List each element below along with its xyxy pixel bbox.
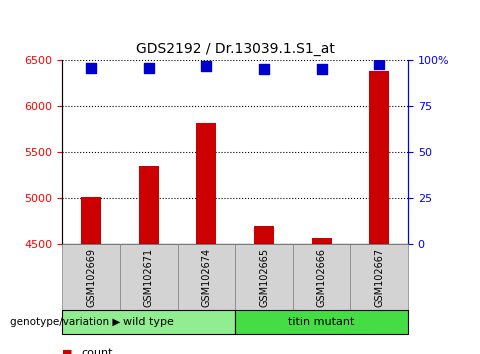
Text: GSM102669: GSM102669	[86, 247, 96, 307]
Text: genotype/variation ▶: genotype/variation ▶	[10, 317, 120, 327]
Point	[145, 65, 153, 70]
Text: ■: ■	[62, 348, 73, 354]
Point	[260, 67, 268, 72]
Point	[318, 67, 325, 72]
Bar	[369, 71, 389, 354]
Point	[87, 65, 95, 70]
Bar	[139, 166, 159, 354]
Text: wild type: wild type	[123, 317, 174, 327]
Text: GSM102671: GSM102671	[144, 247, 154, 307]
Text: titin mutant: titin mutant	[288, 317, 355, 327]
Bar	[254, 226, 274, 354]
Text: GSM102674: GSM102674	[202, 247, 211, 307]
Text: GSM102665: GSM102665	[259, 247, 269, 307]
Text: GSM102666: GSM102666	[317, 247, 326, 307]
Bar	[81, 197, 101, 354]
Point	[375, 61, 383, 67]
Title: GDS2192 / Dr.13039.1.S1_at: GDS2192 / Dr.13039.1.S1_at	[136, 42, 335, 56]
Point	[203, 63, 210, 69]
Text: count: count	[82, 348, 113, 354]
Text: GSM102667: GSM102667	[374, 247, 384, 307]
Bar	[196, 123, 216, 354]
Bar	[312, 238, 332, 354]
